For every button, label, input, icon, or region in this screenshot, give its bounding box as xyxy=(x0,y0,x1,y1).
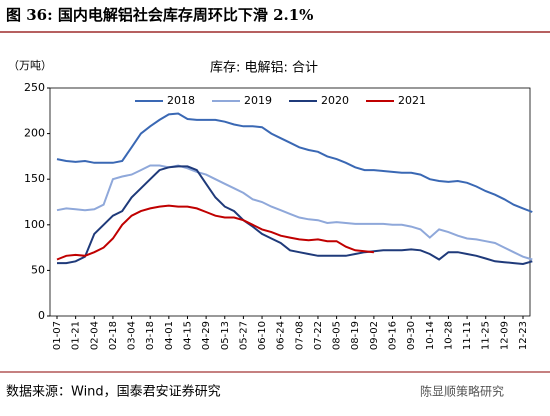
x-tick-label: 02-04 xyxy=(89,321,100,350)
line-series xyxy=(57,165,533,266)
x-tick-label: 02-18 xyxy=(108,321,119,350)
x-tick-label: 03-18 xyxy=(145,321,156,350)
x-tick-label: 09-02 xyxy=(369,321,380,350)
y-tick-label: 150 xyxy=(24,172,45,185)
x-tick-label: 11-11 xyxy=(462,321,473,350)
x-tick-label: 07-08 xyxy=(294,321,305,350)
x-tick-label: 06-10 xyxy=(257,321,268,350)
x-tick-label: 04-29 xyxy=(201,321,212,350)
legend-label: 2021 xyxy=(398,94,426,107)
x-tick-label: 05-27 xyxy=(238,321,249,350)
x-tick-label: 04-01 xyxy=(164,321,175,350)
x-tick-label: 09-30 xyxy=(406,321,417,350)
x-tick-label: 01-21 xyxy=(71,321,82,350)
watermark: 陈显顺策略研究 xyxy=(420,384,504,399)
chart-title: 图 36: 国内电解铝社会库存周环比下滑 2.1% xyxy=(6,6,313,24)
x-tick-label: 08-19 xyxy=(350,321,361,350)
legend-label: 2020 xyxy=(321,94,349,107)
plot-frame xyxy=(49,87,531,317)
line-series xyxy=(56,204,375,261)
legend-label: 2018 xyxy=(167,94,195,107)
x-tick-label: 11-25 xyxy=(481,321,492,350)
x-tick-label: 03-04 xyxy=(127,321,138,350)
y-tick-label: 100 xyxy=(24,218,45,231)
y-tick-label: 250 xyxy=(24,81,45,94)
x-tick-label: 12-09 xyxy=(499,321,510,350)
source: 数据来源：Wind，国泰君安证券研究 xyxy=(6,384,221,400)
y-tick-label: 50 xyxy=(31,263,45,276)
x-tick-label: 09-16 xyxy=(388,321,399,350)
legend-label: 2019 xyxy=(244,94,272,107)
line-series xyxy=(56,164,533,261)
x-tick-label: 08-05 xyxy=(332,321,343,350)
x-tick-label: 10-14 xyxy=(425,321,436,350)
y-tick-label: 200 xyxy=(24,127,45,140)
x-tick-label: 04-15 xyxy=(182,321,193,350)
y-tick-label: 0 xyxy=(38,309,45,322)
y-axis-label: （万吨） xyxy=(8,59,52,72)
line-series xyxy=(56,112,533,213)
x-tick-label: 12-23 xyxy=(518,321,529,350)
x-tick-label: 07-22 xyxy=(313,321,324,350)
chart-subtitle: 库存: 电解铝: 合计 xyxy=(210,60,318,76)
x-tick-label: 05-13 xyxy=(220,321,231,350)
x-tick-label: 10-28 xyxy=(443,321,454,350)
x-tick-label: 01-07 xyxy=(52,321,63,350)
x-tick-label: 06-24 xyxy=(276,321,287,350)
